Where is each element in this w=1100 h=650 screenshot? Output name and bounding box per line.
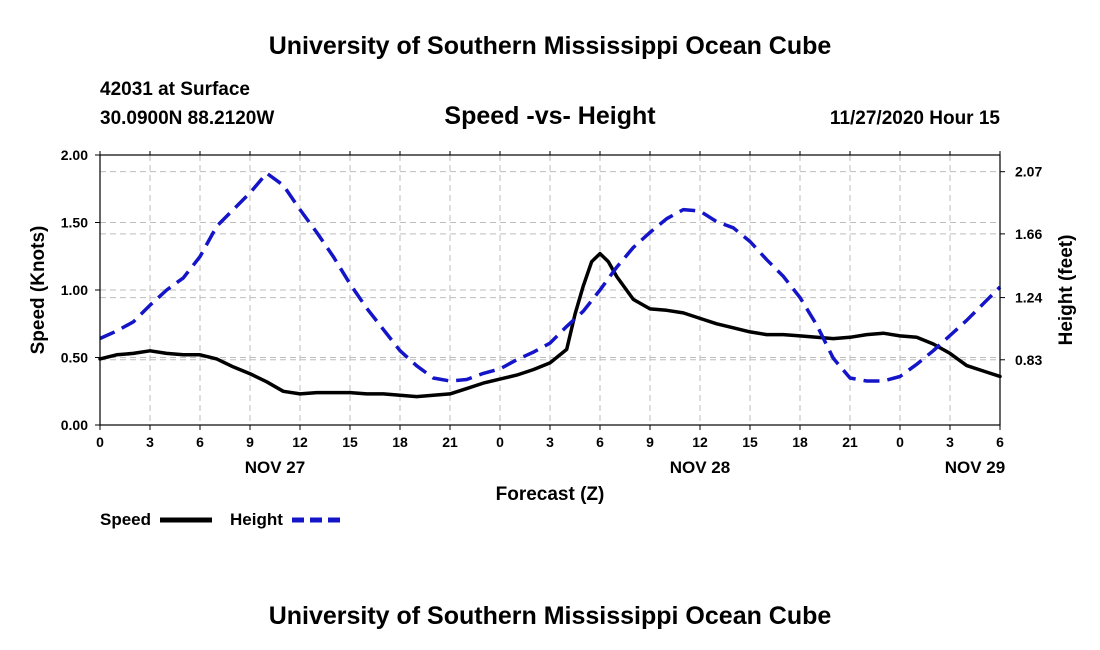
x-axis-label: Forecast (Z) <box>496 484 605 505</box>
x-tick-label: 0 <box>896 434 904 450</box>
day-label: NOV 28 <box>670 458 730 477</box>
x-tick-label: 6 <box>996 434 1004 450</box>
day-label: NOV 29 <box>945 458 1005 477</box>
x-tick-label: 9 <box>246 434 254 450</box>
legend-speed-label: Speed <box>100 510 151 529</box>
x-tick-label: 3 <box>546 434 554 450</box>
x-tick-label: 15 <box>742 434 758 450</box>
y-axis-label: Speed (Knots) <box>28 226 49 355</box>
x-tick-label: 3 <box>146 434 154 450</box>
grid-lines <box>100 155 1000 425</box>
x-tick-label: 6 <box>196 434 204 450</box>
y-tick-label: 1.00 <box>61 282 88 298</box>
x-tick-label: 6 <box>596 434 604 450</box>
y-tick-label: 0.50 <box>61 350 88 366</box>
y-tick-label: 1.50 <box>61 215 88 231</box>
x-tick-label: 12 <box>292 434 308 450</box>
y2-tick-label: 1.24 <box>1015 290 1042 306</box>
x-tick-label: 0 <box>496 434 504 450</box>
x-tick-label: 12 <box>692 434 708 450</box>
y2-tick-label: 1.66 <box>1015 226 1042 242</box>
y2-axis-label: Height (feet) <box>1056 235 1077 346</box>
x-tick-label: 18 <box>792 434 808 450</box>
y2-tick-label: 0.83 <box>1015 352 1042 368</box>
x-tick-label: 18 <box>392 434 408 450</box>
x-tick-label: 3 <box>946 434 954 450</box>
tick-labels: 0 3 6 9 12 15 18 21 0 3 6 9 12 15 18 21 0 3 6 NOV 27 NOV 28 N… <box>61 147 1043 477</box>
legend: Speed Height <box>100 510 342 529</box>
series-height-line <box>99 171 1002 383</box>
y2-tick-label: 2.07 <box>1015 164 1042 180</box>
footer-title: University of Southern Mississippi Ocean… <box>269 602 832 630</box>
day-label: NOV 27 <box>245 458 305 477</box>
legend-height-label: Height <box>230 510 283 529</box>
chart-title: Speed -vs- Height <box>444 102 656 130</box>
x-tick-label: 15 <box>342 434 358 450</box>
x-tick-label: 0 <box>96 434 104 450</box>
y-tick-label: 0.00 <box>61 417 88 433</box>
x-tick-label: 21 <box>442 434 458 450</box>
series-lines <box>98 171 1002 399</box>
page-title: University of Southern Mississippi Ocean… <box>269 32 832 60</box>
x-tick-label: 9 <box>646 434 654 450</box>
datetime-label: 11/27/2020 Hour 15 <box>830 108 1000 129</box>
station-label: 42031 at Surface <box>100 79 250 100</box>
y-tick-label: 2.00 <box>61 147 88 163</box>
coords-label: 30.0900N 88.2120W <box>100 108 274 129</box>
x-tick-label: 21 <box>842 434 858 450</box>
series-speed-line <box>98 251 1002 399</box>
